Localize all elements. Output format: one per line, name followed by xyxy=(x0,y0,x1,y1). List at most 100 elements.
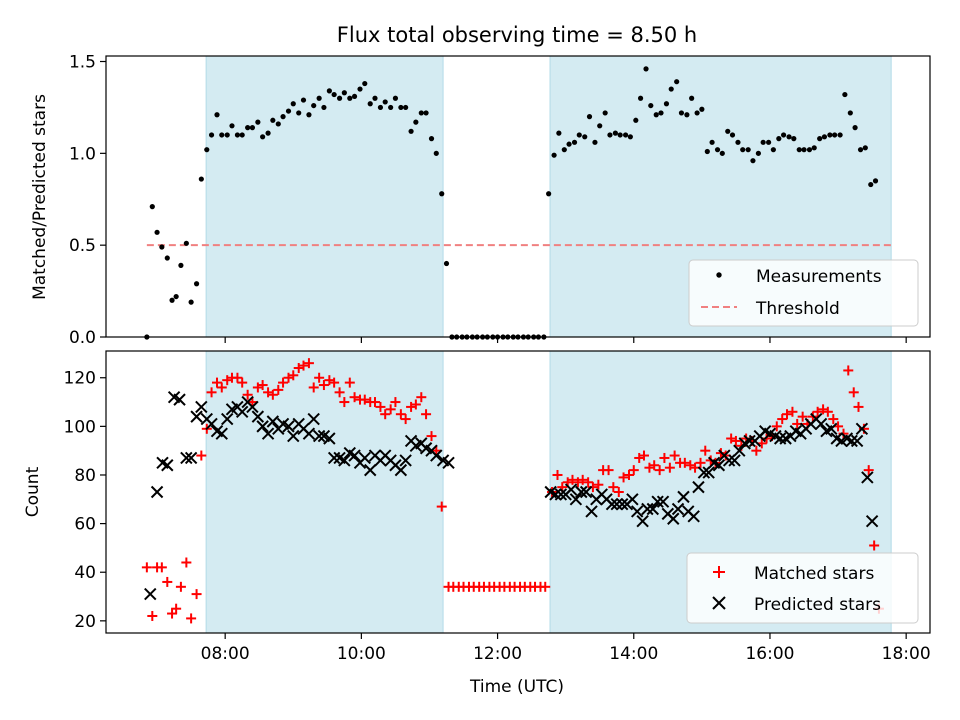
predicted-star-point xyxy=(697,466,711,479)
predicted-star-point xyxy=(677,490,690,504)
measurement-point xyxy=(300,97,307,103)
legend-measurements-label: Measurements xyxy=(756,267,882,287)
predicted-star-point xyxy=(312,429,326,443)
measurement-point xyxy=(280,114,286,120)
predicted-star-point xyxy=(266,415,280,428)
matched-star-point xyxy=(797,411,808,422)
matched-star-point xyxy=(869,540,880,551)
matched-star-point xyxy=(196,450,207,461)
measurement-point xyxy=(311,102,317,109)
measurement-point xyxy=(653,112,659,118)
y-tick-label: 100 xyxy=(64,417,96,437)
measurement-point xyxy=(755,150,761,156)
measurement-point xyxy=(602,110,608,116)
matched-star-point xyxy=(863,465,874,476)
matched-star-point xyxy=(700,445,711,456)
bottom-y-ticks: 20 40 60 80 100 120 xyxy=(64,369,106,632)
measurement-point xyxy=(827,132,833,138)
matched-star-point xyxy=(843,365,854,376)
y-tick-label: 1.5 xyxy=(69,53,96,73)
matched-star-point xyxy=(628,465,639,476)
measurement-point xyxy=(821,134,828,140)
matched-star-point xyxy=(426,431,437,442)
matched-star-point xyxy=(329,377,340,388)
predicted-star-point xyxy=(630,505,644,518)
measurement-point xyxy=(561,147,567,153)
measurement-point xyxy=(622,132,629,138)
matched-star-point xyxy=(567,474,578,485)
matched-star-point xyxy=(375,401,386,412)
matched-star-point xyxy=(298,360,309,371)
measurement-point xyxy=(607,132,613,138)
matched-star-point xyxy=(267,389,278,400)
predicted-star-point xyxy=(348,449,361,462)
measurement-point xyxy=(678,110,685,116)
matched-star-point xyxy=(751,445,762,456)
matched-star-point xyxy=(771,421,782,432)
matched-star-point xyxy=(273,384,284,395)
predicted-star-point xyxy=(855,422,869,436)
predicted-star-point xyxy=(430,449,443,462)
measurement-point xyxy=(643,66,649,72)
measurement-point xyxy=(811,145,817,151)
y-tick-label: 1.0 xyxy=(69,144,96,164)
bottom-y-axis-label: Count xyxy=(23,466,43,517)
matched-star-point xyxy=(242,389,253,400)
bottom-x-ticks: 08:00 10:00 12:00 14:00 16:00 18:00 xyxy=(201,633,931,664)
measurement-point xyxy=(275,121,281,127)
measurement-point xyxy=(872,178,879,184)
measurement-point xyxy=(347,95,353,101)
measurement-point xyxy=(413,119,419,125)
measurement-point xyxy=(418,110,424,116)
matched-star-point xyxy=(540,581,551,592)
measurement-point xyxy=(229,123,235,129)
measurement-point xyxy=(745,147,751,153)
shaded-region-0 xyxy=(205,55,444,338)
measurement-point xyxy=(234,132,241,138)
measurement-point xyxy=(617,132,623,138)
matched-star-point xyxy=(593,479,604,490)
matched-star-point xyxy=(288,370,299,381)
predicted-star-point xyxy=(814,417,828,431)
matched-star-point xyxy=(552,469,563,480)
measurement-point xyxy=(852,125,858,131)
predicted-star-point xyxy=(585,505,598,518)
x-tick-label: 12:00 xyxy=(473,644,522,664)
measurement-point xyxy=(847,110,853,116)
measurement-point xyxy=(398,104,404,111)
predicted-star-point xyxy=(626,493,639,506)
matched-star-point xyxy=(303,358,314,369)
legend-matched-label: Matched stars xyxy=(754,564,874,584)
measurement-point xyxy=(367,101,373,107)
measurement-point xyxy=(183,240,189,246)
measurement-point xyxy=(336,95,343,101)
predicted-star-point xyxy=(307,412,320,426)
measurement-point xyxy=(224,132,230,138)
matched-star-point xyxy=(848,387,859,398)
matched-star-point xyxy=(380,409,391,420)
predicted-star-point xyxy=(569,493,583,506)
measurement-point xyxy=(592,139,598,145)
x-tick-label: 08:00 xyxy=(201,644,250,664)
matched-star-point xyxy=(247,397,258,408)
measurement-point xyxy=(351,93,358,100)
matched-star-point xyxy=(730,435,741,446)
matched-star-point xyxy=(781,409,792,420)
top-x-ticks xyxy=(224,337,907,343)
matched-star-point xyxy=(349,392,360,403)
shaded-region-0 xyxy=(205,350,444,634)
measurement-point xyxy=(382,99,388,105)
matched-star-point xyxy=(191,589,202,600)
measurement-point xyxy=(637,95,644,101)
bottom-panel: 20 40 60 80 100 120 08:00 10:00 12:00 14:00 16:00… xyxy=(23,350,931,697)
predicted-star-point xyxy=(205,417,218,431)
measurement-point xyxy=(188,299,194,305)
predicted-star-point xyxy=(692,480,705,494)
predicted-star-point xyxy=(302,427,316,440)
measurement-point xyxy=(164,255,170,261)
measurement-point xyxy=(331,91,337,98)
predicted-star-point xyxy=(184,451,198,465)
predicted-star-point xyxy=(773,432,787,445)
matched-star-point xyxy=(822,406,833,417)
predicted-star-point xyxy=(646,502,660,516)
